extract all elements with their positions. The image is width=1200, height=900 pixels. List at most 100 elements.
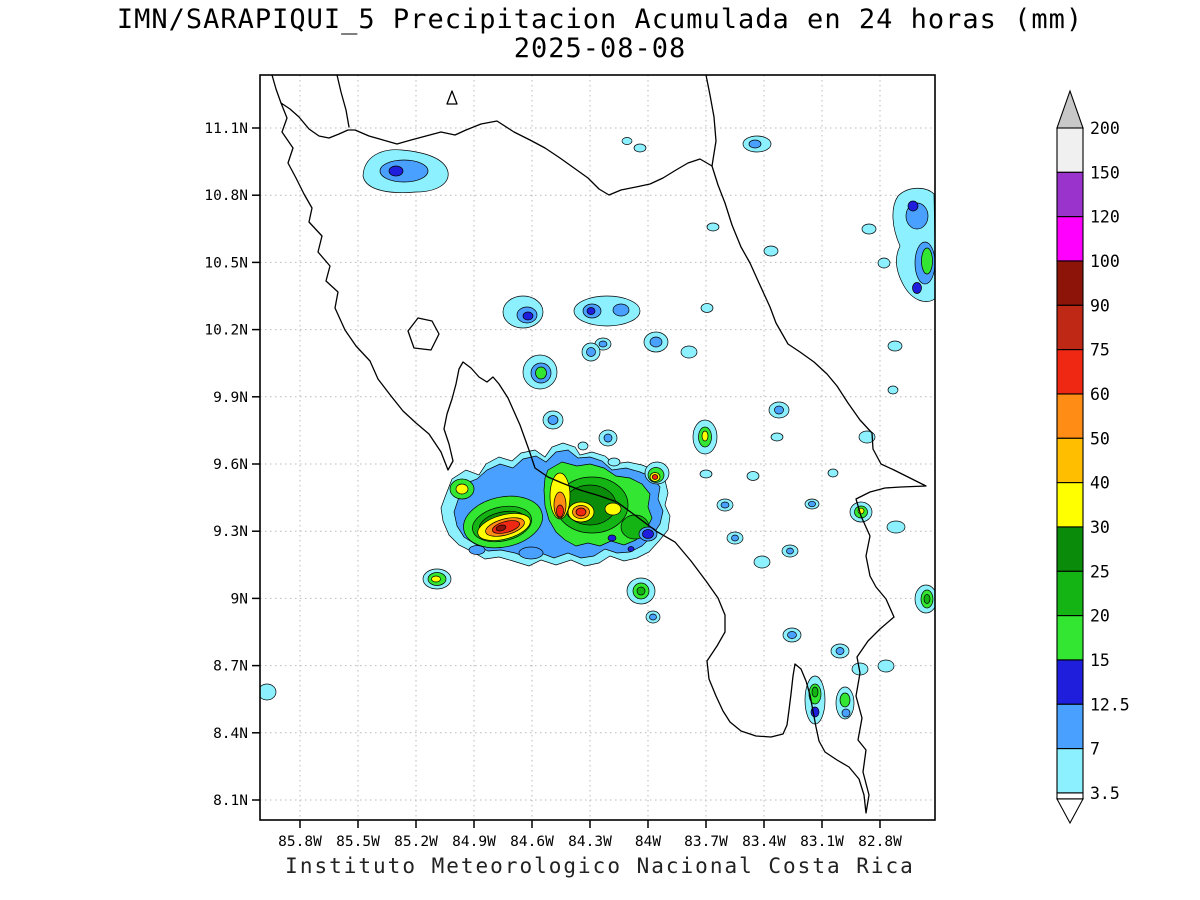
- figure-title-date: 2025-08-08: [513, 33, 687, 64]
- lon-tick-label: 84W: [635, 834, 661, 850]
- precip-cell: [636, 586, 646, 596]
- precip-cell: [787, 631, 797, 639]
- lat-tick-label: 9.3N: [213, 524, 248, 540]
- precip-cell: [455, 483, 469, 495]
- colorbar-tick-label: 7: [1090, 740, 1100, 759]
- lon-tick-label: 83.7W: [684, 834, 728, 850]
- precip-cell: [841, 708, 851, 718]
- precip-cell: [858, 430, 876, 444]
- colorbar-segment: [1056, 437, 1084, 484]
- lat-tick-label: 9.9N: [213, 390, 248, 406]
- precip-cell: [770, 432, 784, 442]
- precip-cell: [603, 433, 613, 443]
- nicaragua-caribbean-coast: [705, 75, 717, 167]
- coastline-layer: [271, 75, 927, 814]
- colorbar-tick-label: 90: [1090, 296, 1110, 315]
- colorbar-segment: [1056, 570, 1084, 617]
- precip-cell: [535, 366, 547, 380]
- colorbar-segment: [1056, 260, 1084, 306]
- precip-cell: [522, 311, 534, 321]
- precip-cell: [586, 347, 596, 357]
- colorbar-segment: [1056, 748, 1084, 794]
- lon-tick-label: 84.3W: [568, 834, 612, 850]
- colorbar-tick-label: 25: [1090, 562, 1110, 581]
- lake-nicaragua-shore: [336, 75, 350, 128]
- precip-cell: [701, 430, 709, 442]
- precip-cell: [912, 282, 922, 294]
- colorbar-tick-label: 12.5: [1090, 695, 1130, 714]
- precip-cell: [811, 686, 819, 698]
- precip-cell: [706, 222, 720, 232]
- precipitation-shading: [260, 135, 935, 725]
- precip-cell: [633, 143, 647, 153]
- colorbar-tick-label: 150: [1090, 163, 1120, 182]
- inland-lake: [407, 317, 440, 351]
- lat-tick-label: 8.4N: [213, 726, 248, 742]
- lat-tick-label: 8.1N: [213, 793, 248, 809]
- costa-rica-outline: [280, 102, 927, 814]
- colorbar-tick-label: 40: [1090, 474, 1110, 493]
- precip-cell: [835, 647, 845, 655]
- colorbar-tick-label: 30: [1090, 518, 1110, 537]
- colorbar-tick-label: 3.5: [1090, 784, 1120, 803]
- lon-tick-label: 83.1W: [800, 834, 844, 850]
- colorbar-segment: [1056, 171, 1084, 218]
- precip-cell: [887, 385, 899, 395]
- precip-cell: [746, 471, 760, 481]
- precip-cell: [379, 159, 429, 183]
- lon-tick-label: 84.9W: [452, 834, 496, 850]
- precip-cell: [518, 546, 544, 560]
- precip-cell: [577, 441, 589, 451]
- precip-cell: [649, 613, 657, 621]
- colorbar-tick-label: 200: [1090, 119, 1120, 138]
- precip-cell: [680, 345, 698, 359]
- precip-cell: [763, 245, 779, 257]
- precip-cell: [923, 594, 931, 604]
- precip-cell: [642, 529, 654, 539]
- lat-tick-label: 9.6N: [213, 457, 248, 473]
- precip-cell: [586, 307, 596, 315]
- lat-tick-label: 8.7N: [213, 659, 248, 675]
- precip-cell: [607, 534, 617, 542]
- precip-cell: [839, 692, 851, 708]
- precip-cell: [573, 295, 641, 327]
- precip-cell: [748, 139, 762, 149]
- colorbar-segment: [1056, 216, 1084, 262]
- colorbar: 200 150 120 100 90 75 60 50 40 30 25 20 15 12.5 7 3.5: [1056, 89, 1130, 825]
- axis-labels: 11.1N 10.8N 10.5N 10.2N 9.9N 9.6N 9.3N 9N 8.7N 8.…: [204, 121, 902, 850]
- precip-cell: [753, 555, 771, 569]
- map-frame: [259, 74, 936, 821]
- precip-cell: [827, 468, 839, 478]
- precip-cell: [649, 336, 663, 348]
- lat-tick-label: 9N: [231, 591, 248, 607]
- lake-island: [446, 90, 458, 105]
- precip-cell: [699, 469, 713, 479]
- colorbar-tick-label: 120: [1090, 208, 1120, 227]
- colorbar-segment: [1056, 304, 1084, 351]
- precip-cell: [720, 501, 730, 509]
- colorbar-tick-label: 20: [1090, 607, 1110, 626]
- precip-cell: [612, 303, 630, 317]
- precip-cell: [907, 200, 919, 212]
- colorbar-segment: [1056, 615, 1084, 661]
- lat-tick-label: 10.8N: [204, 188, 248, 204]
- precip-cell-peak: [495, 524, 507, 532]
- precip-cell: [431, 575, 441, 583]
- precip-cell: [260, 683, 277, 701]
- colorbar-arrow-down: [1056, 798, 1084, 825]
- lon-tick-label: 85.5W: [336, 834, 380, 850]
- colorbar-tick-label: 15: [1090, 651, 1110, 670]
- lon-tick-label: 82.8W: [858, 834, 902, 850]
- colorbar-segment: [1056, 393, 1084, 439]
- precip-cell: [921, 247, 933, 275]
- precip-cell: [388, 165, 404, 177]
- colorbar-segment: [1056, 482, 1084, 528]
- figure-title-line1: IMN/SARAPIQUI_5 Precipitacion Acumulada …: [116, 4, 1084, 35]
- precip-cell: [556, 504, 564, 518]
- precip-cell: [808, 500, 816, 508]
- colorbar-segment: [1056, 349, 1084, 395]
- lon-tick-label: 84.6W: [510, 834, 554, 850]
- precip-cell: [700, 303, 714, 313]
- footer-attribution: Instituto Meteorologico Nacional Costa R…: [285, 854, 915, 878]
